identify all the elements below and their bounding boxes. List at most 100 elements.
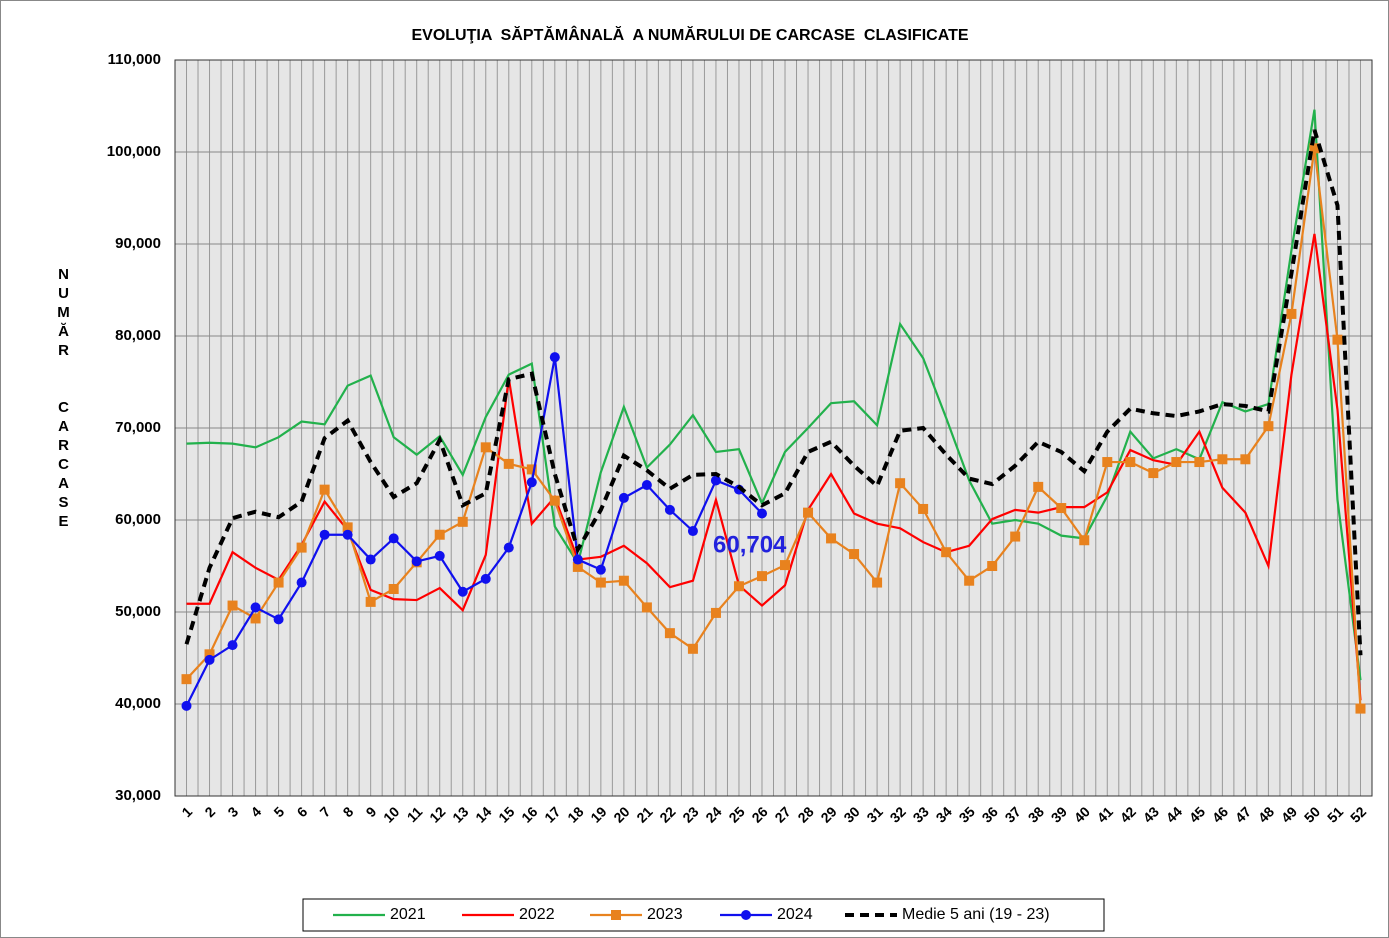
marker (365, 554, 376, 565)
marker (342, 529, 353, 540)
marker (388, 533, 399, 544)
marker (526, 477, 537, 488)
marker (342, 522, 353, 533)
marker (1355, 703, 1366, 714)
marker (549, 495, 560, 506)
marker (526, 464, 537, 475)
y-tick-label: 90,000 (115, 235, 161, 252)
marker (1010, 531, 1021, 542)
marker (1079, 535, 1090, 546)
marker (618, 492, 629, 503)
marker (296, 542, 307, 553)
y-tick-label: 30,000 (115, 787, 161, 804)
marker (641, 602, 652, 613)
marker (641, 480, 652, 491)
marker (895, 478, 906, 489)
marker (1263, 421, 1274, 432)
marker (1125, 457, 1136, 468)
marker (457, 516, 468, 527)
marker (549, 352, 560, 363)
marker (296, 577, 307, 588)
legend-marker (741, 910, 751, 920)
marker (250, 613, 261, 624)
marker (1240, 454, 1251, 465)
marker (826, 533, 837, 544)
marker (319, 529, 330, 540)
marker (250, 602, 261, 613)
marker (987, 561, 998, 571)
marker (756, 508, 767, 519)
marker (273, 614, 284, 625)
marker (1309, 143, 1320, 154)
marker (572, 554, 583, 565)
legend-label: 2024 (777, 906, 813, 923)
marker (733, 581, 744, 592)
series-line (185, 356, 763, 707)
marker (480, 573, 491, 584)
marker (411, 556, 422, 567)
marker (803, 507, 814, 518)
marker (664, 504, 675, 515)
marker (204, 654, 215, 665)
marker (941, 547, 952, 558)
y-tick-label: 80,000 (115, 327, 161, 344)
series-line (185, 148, 1362, 709)
marker (595, 577, 606, 588)
marker (1332, 334, 1343, 345)
marker (964, 575, 975, 586)
legend-label: Medie 5 ani (19 - 23) (902, 906, 1050, 923)
marker (503, 542, 514, 553)
marker (204, 649, 215, 660)
marker (1217, 454, 1228, 465)
marker (388, 584, 399, 594)
marker (181, 674, 192, 685)
y-tick-label: 40,000 (115, 695, 161, 712)
y-axis-title: NUMĂR CARCASE (55, 266, 72, 532)
marker (1102, 457, 1113, 468)
marker (1286, 308, 1297, 319)
marker (1171, 457, 1182, 468)
marker (918, 503, 929, 514)
legend-marker (611, 910, 621, 920)
marker (503, 458, 514, 469)
marker (1033, 481, 1044, 492)
legend-label: 2023 (647, 906, 683, 923)
marker (1056, 503, 1067, 514)
marker (572, 561, 583, 572)
y-tick-label: 60,000 (115, 511, 161, 528)
y-tick-label: 100,000 (107, 143, 161, 160)
marker (365, 596, 376, 607)
legend-box (302, 898, 1105, 932)
legend-label: 2021 (390, 906, 426, 923)
marker (181, 700, 192, 711)
marker (480, 442, 491, 453)
marker (687, 526, 698, 537)
marker (710, 607, 721, 618)
marker (872, 577, 883, 588)
plot-border (174, 59, 1373, 797)
marker (319, 484, 330, 495)
marker (664, 628, 675, 639)
marker (273, 577, 284, 588)
annotation: 60,704 (713, 531, 787, 558)
marker (227, 600, 238, 611)
marker (849, 549, 860, 560)
marker (780, 560, 791, 571)
y-tick-label: 110,000 (108, 51, 161, 68)
marker (227, 640, 238, 651)
marker (434, 529, 445, 540)
legend-label: 2022 (519, 906, 555, 923)
marker (1148, 468, 1159, 479)
marker (618, 575, 629, 586)
marker (756, 571, 767, 582)
marker (1194, 457, 1205, 468)
marker (434, 550, 445, 561)
chart-title: EVOLUŢIA SĂPTĂMÂNALĂ A NUMĂRULUI DE CARC… (411, 25, 968, 44)
marker (595, 564, 606, 575)
marker (710, 475, 721, 486)
marker (687, 643, 698, 654)
series-line (186, 109, 1362, 681)
y-tick-label: 70,000 (115, 419, 161, 436)
